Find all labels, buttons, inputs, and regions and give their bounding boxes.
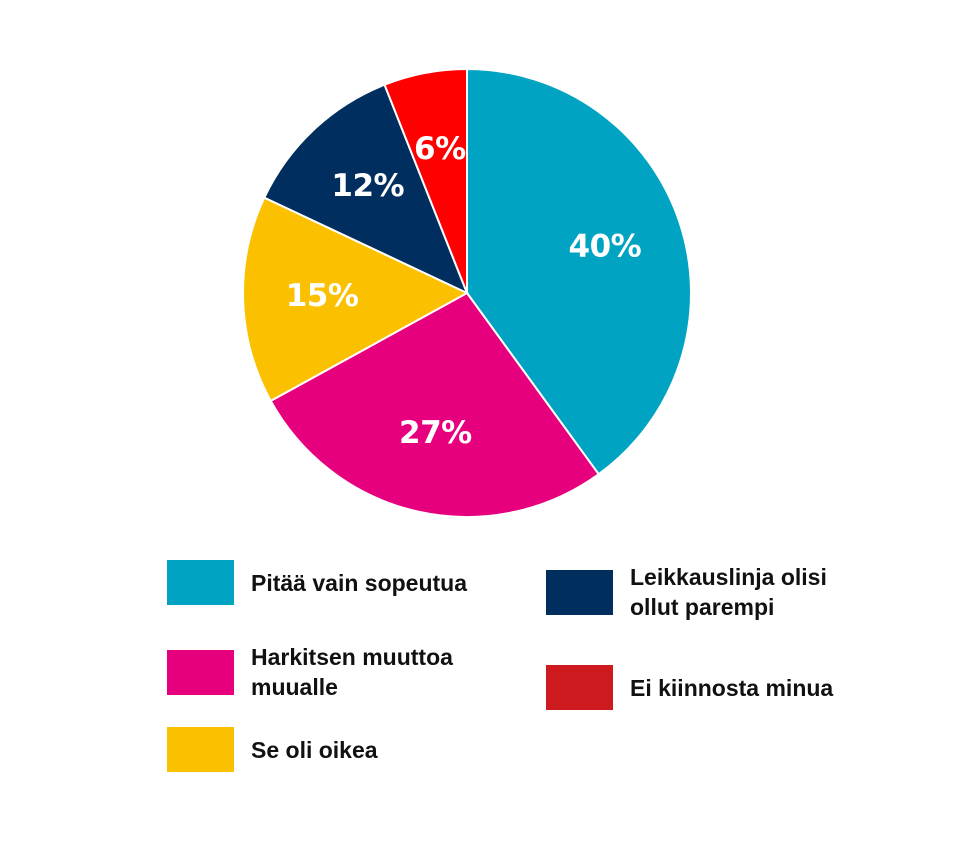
legend-label: Se oli oikea bbox=[251, 736, 378, 763]
legend-swatch-cyan bbox=[167, 560, 234, 605]
pie-slice-1 bbox=[466, 67, 692, 476]
pie-slice-3 bbox=[242, 196, 470, 403]
legend-swatch-magenta bbox=[167, 649, 234, 695]
slice-label-3: 15% bbox=[286, 278, 359, 314]
slice-label-1: 40% bbox=[569, 229, 642, 265]
slice-label-2: 27% bbox=[399, 415, 472, 451]
legend-item-leikkauslinja: Leikkauslinja olisi ollut parempi bbox=[546, 562, 827, 622]
legend-swatch-yellow bbox=[167, 727, 234, 772]
legend-label: Leikkauslinja olisi ollut parempi bbox=[630, 564, 827, 620]
legend-swatch-red bbox=[546, 665, 613, 710]
legend-item-harkitsen-muuttoa: Harkitsen muuttoa muualle bbox=[167, 642, 453, 702]
legend-item-se-oli-oikea: Se oli oikea bbox=[167, 727, 378, 772]
legend-label: Pitää vain sopeutua bbox=[251, 569, 468, 596]
legend-swatch-navy bbox=[546, 569, 613, 615]
legend-item-pitaa-vain-sopeutua: Pitää vain sopeutua bbox=[167, 560, 467, 605]
legend-label: Ei kiinnosta minua bbox=[630, 674, 834, 701]
pie-slice-labels: 40% 27% 15% 12% 6% bbox=[286, 131, 642, 451]
legend-item-ei-kiinnosta: Ei kiinnosta minua bbox=[546, 665, 833, 710]
slice-label-5: 6% bbox=[414, 131, 466, 167]
pie-slices bbox=[242, 67, 692, 518]
pie-slice-5 bbox=[383, 67, 468, 294]
slice-label-4: 12% bbox=[331, 168, 404, 204]
pie-slice-4 bbox=[262, 83, 469, 295]
legend-label: Harkitsen muuttoa muualle bbox=[251, 644, 453, 700]
pie-slice-2 bbox=[269, 291, 601, 518]
